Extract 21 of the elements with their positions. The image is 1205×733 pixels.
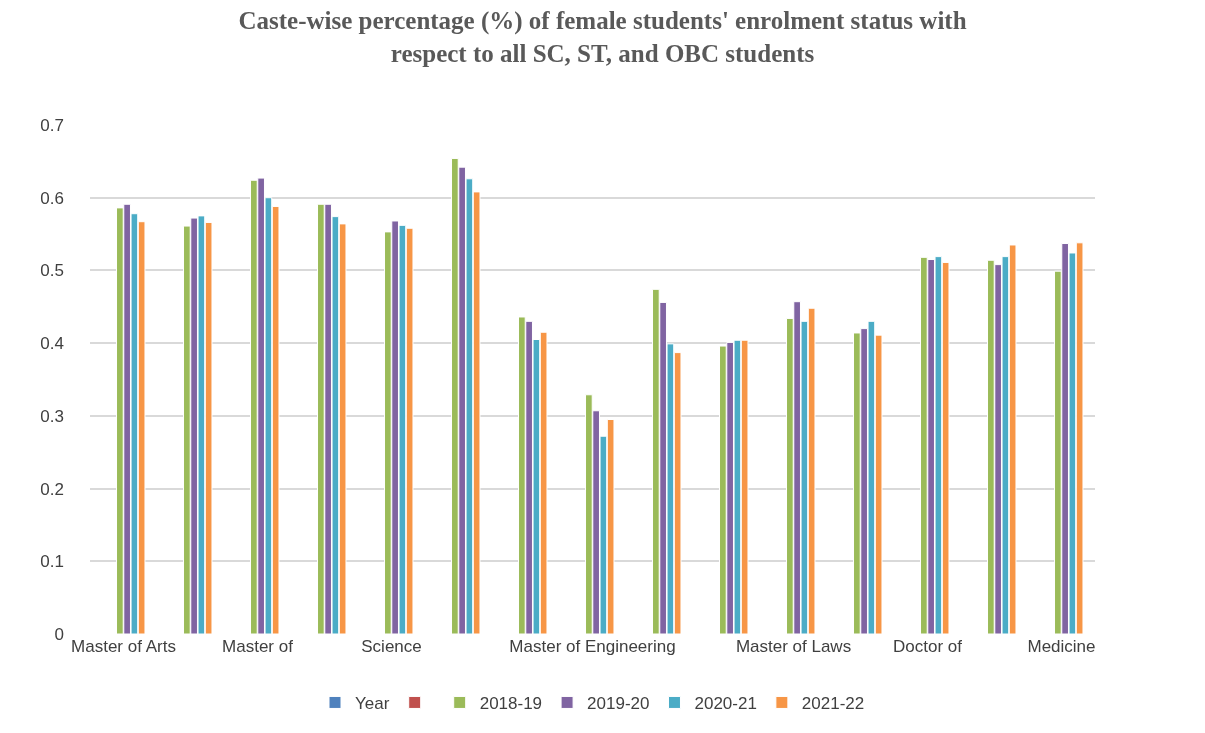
y-tick-label: 0.6: [40, 188, 64, 208]
legend-label: 2018-19: [479, 694, 543, 714]
legend-label: 2019-20: [587, 694, 650, 714]
chart-title: Caste-wise percentage (%) of female students' enrolment status with respect to all SC, ST, and OBC students: [238, 7, 967, 67]
y-tick-label: 0.5: [40, 261, 64, 281]
legend-label: Year: [355, 694, 390, 714]
x-tick-label: Master of Engineering: [509, 637, 676, 656]
y-tick-label: 0.2: [40, 479, 64, 499]
x-tick-label: Medicine: [1027, 637, 1096, 656]
y-tick-label: 0: [54, 624, 64, 644]
y-tick-label: 0.1: [40, 552, 64, 572]
x-tick-label: Science: [361, 637, 422, 656]
y-tick-label: 0.3: [40, 406, 64, 426]
y-tick-label: 0.4: [40, 334, 64, 354]
legend-label: 2020-21: [694, 694, 757, 714]
y-tick-label: 0.7: [40, 115, 64, 135]
x-tick-label: Doctor of: [893, 637, 963, 656]
x-tick-label: Master of Laws: [735, 637, 852, 656]
legend-label: 2021-22: [801, 694, 865, 714]
x-tick-label: Master of Arts: [71, 637, 176, 656]
x-tick-label: Master of: [222, 637, 294, 656]
